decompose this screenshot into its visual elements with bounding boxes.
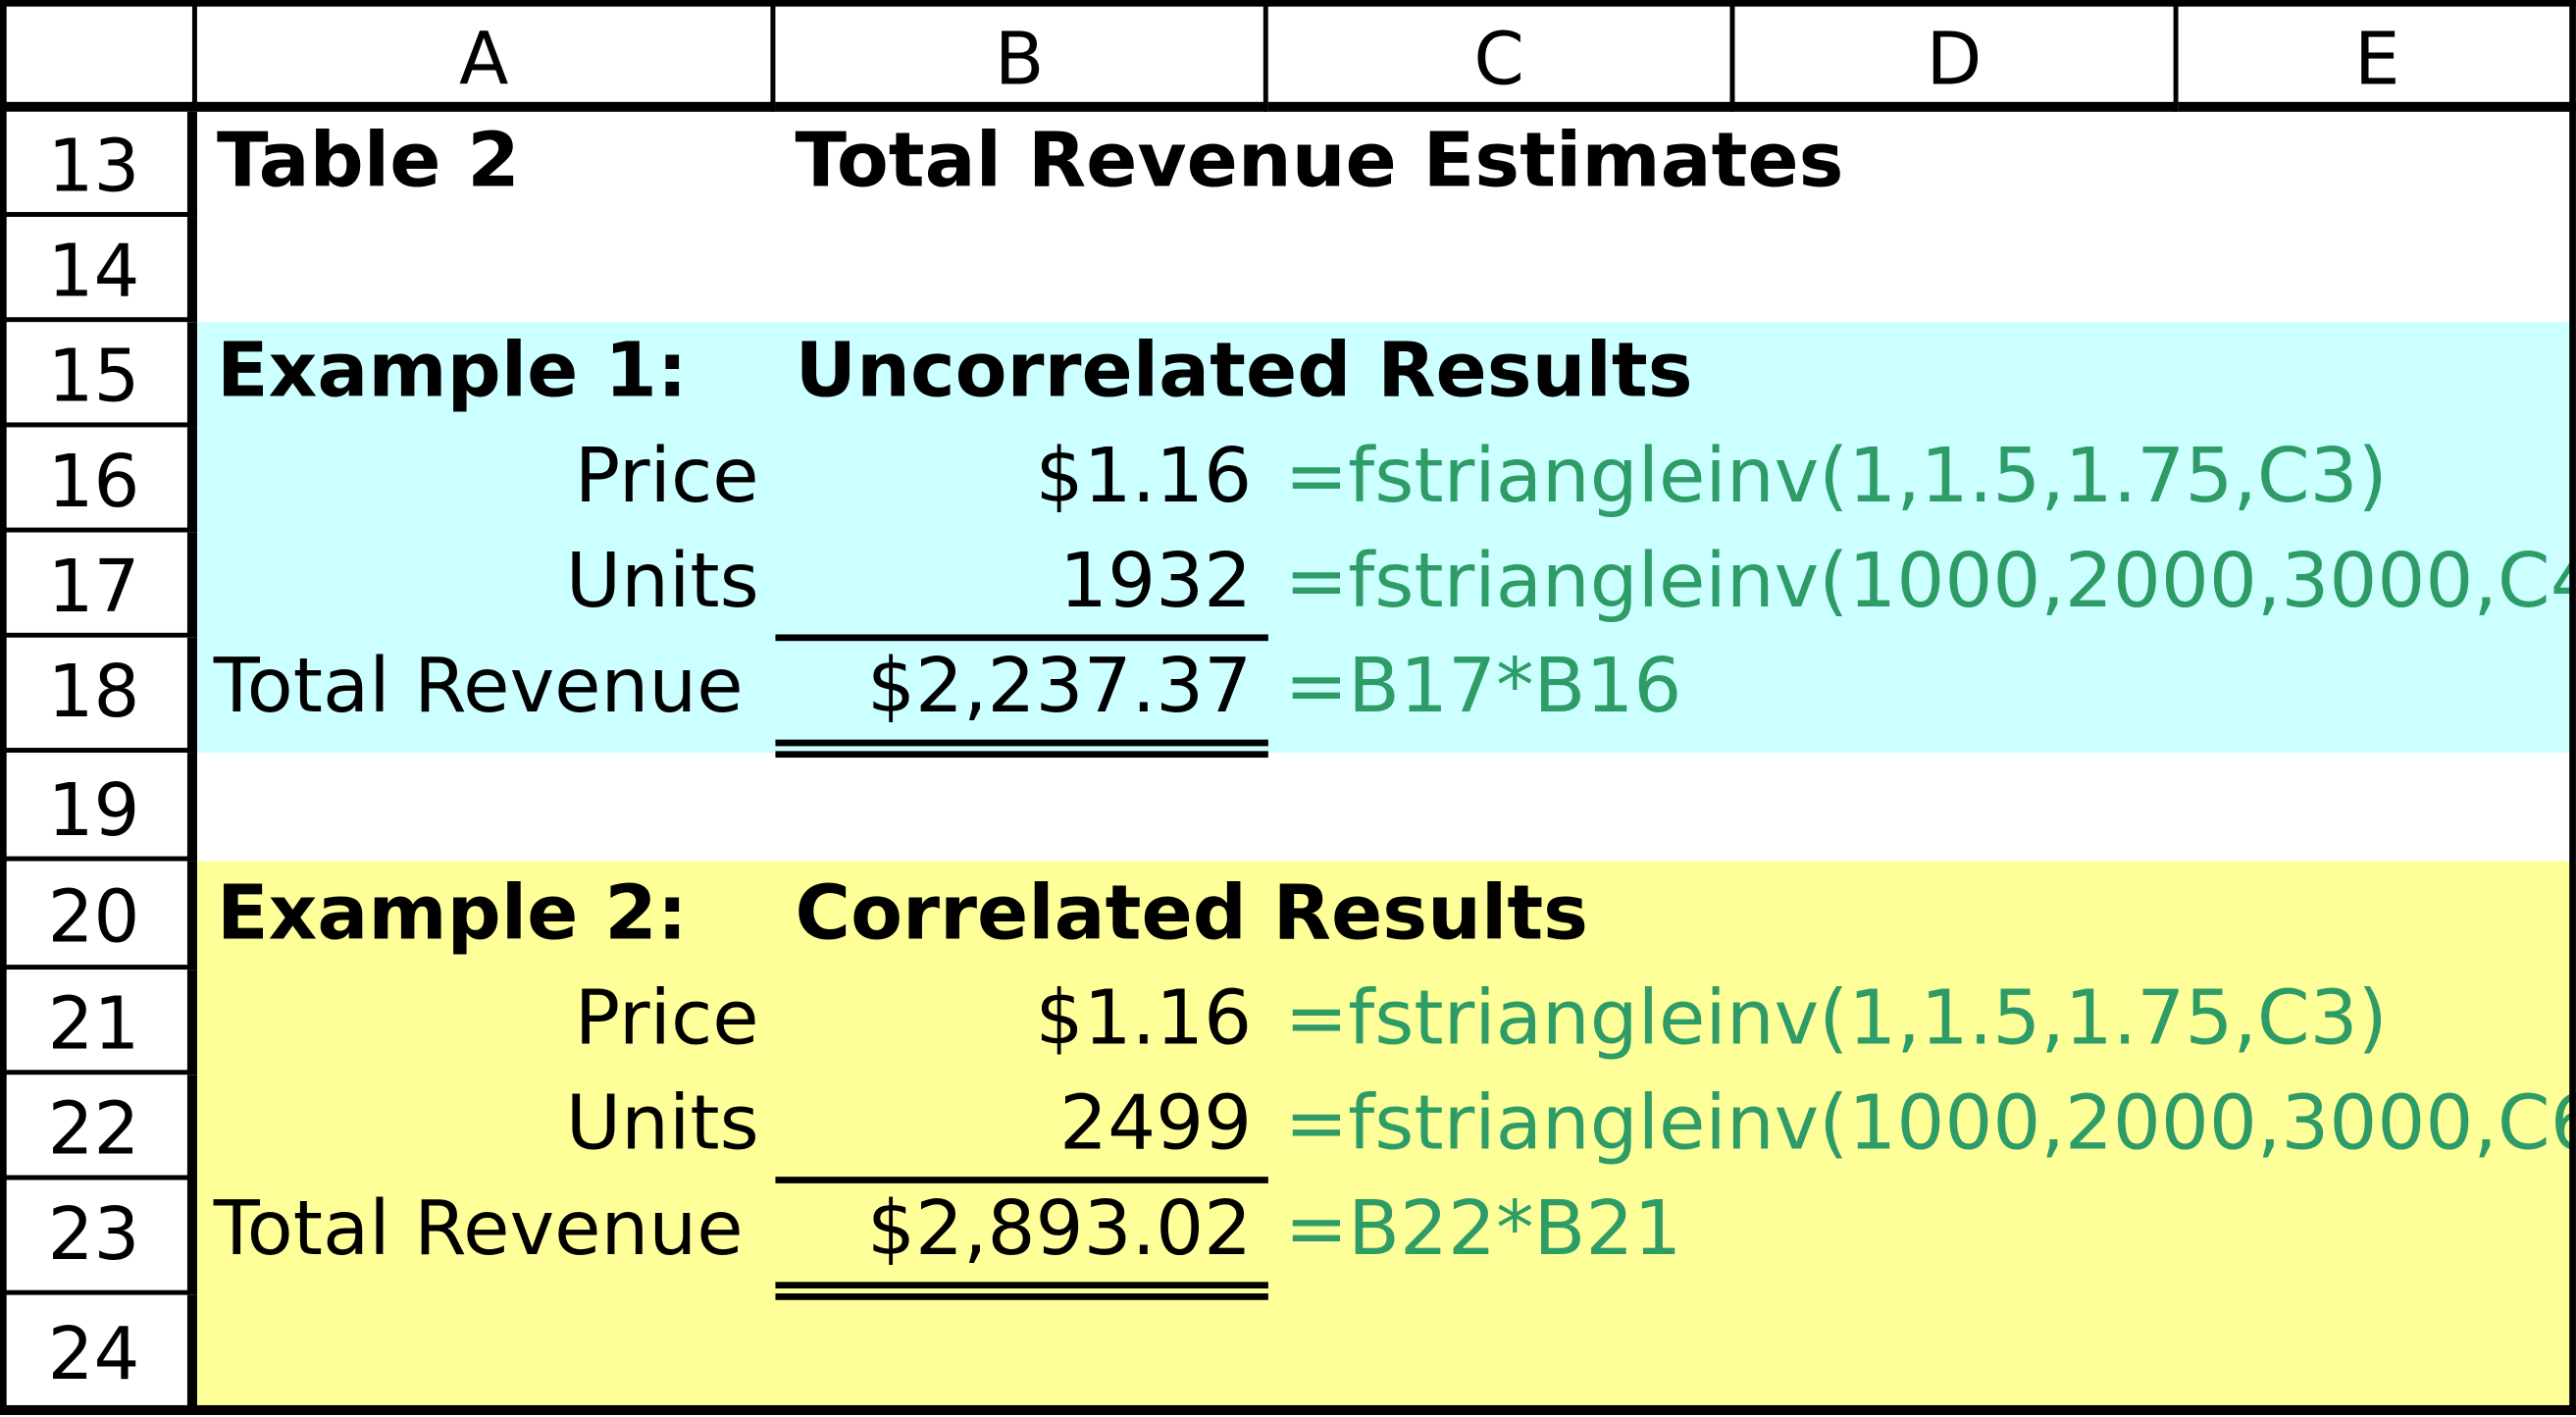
example2-units-label: Units xyxy=(565,1077,759,1168)
row-header-21[interactable]: 21 xyxy=(0,970,197,1076)
column-header-b[interactable]: B xyxy=(775,0,1268,112)
example2-label: Example 2: xyxy=(217,867,688,957)
row-header-17[interactable]: 17 xyxy=(0,532,197,638)
row-header-14[interactable]: 14 xyxy=(0,217,197,323)
row-header-13[interactable]: 13 xyxy=(0,111,197,218)
example1-total-double-underline xyxy=(775,739,1268,759)
example1-price-formula: =fstriangleinv(1,1.5,1.75,C3) xyxy=(1284,430,2388,520)
example2-total-value[interactable]: $2,893.02 xyxy=(867,1182,1253,1273)
example2-price-formula: =fstriangleinv(1,1.5,1.75,C3) xyxy=(1284,972,2388,1062)
example1-units-label: Units xyxy=(565,535,759,625)
row-header-15[interactable]: 15 xyxy=(0,322,197,428)
example1-label: Example 1: xyxy=(217,325,688,415)
example2-units-formula: =fstriangleinv(1000,2000,3000,C6) xyxy=(1284,1077,2576,1168)
example2-price-label: Price xyxy=(574,972,759,1062)
example2-units-value[interactable]: 2499 xyxy=(1059,1077,1253,1168)
example2-total-formula: =B22*B21 xyxy=(1284,1182,1682,1273)
row-header-19[interactable]: 19 xyxy=(0,753,197,862)
column-header-d[interactable]: D xyxy=(1734,0,2179,112)
column-header-e[interactable]: E xyxy=(2178,0,2576,112)
grid-frame-top xyxy=(0,0,2576,7)
example2-total-label: Total Revenue xyxy=(213,1182,744,1273)
table-label: Table 2 xyxy=(217,115,520,204)
select-all-corner[interactable] xyxy=(0,0,197,112)
example1-total-label: Total Revenue xyxy=(213,641,744,730)
example1-highlight xyxy=(196,322,2576,754)
row-header-16[interactable]: 16 xyxy=(0,427,197,533)
example1-heading: Uncorrelated Results xyxy=(795,325,1693,415)
example2-highlight xyxy=(196,861,2576,1416)
example1-price-value[interactable]: $1.16 xyxy=(1035,430,1253,520)
example2-heading: Correlated Results xyxy=(795,867,1589,957)
column-header-c[interactable]: C xyxy=(1267,0,1735,112)
column-header-a[interactable]: A xyxy=(196,0,776,112)
example1-sum-underline xyxy=(775,634,1268,642)
grid-frame-right xyxy=(2569,0,2576,1416)
example1-units-value[interactable]: 1932 xyxy=(1059,535,1253,625)
row-header-22[interactable]: 22 xyxy=(0,1075,197,1181)
row-header-24[interactable]: 24 xyxy=(0,1294,197,1416)
example2-price-value[interactable]: $1.16 xyxy=(1035,972,1253,1062)
grid-frame-left xyxy=(0,0,7,1416)
row-header-20[interactable]: 20 xyxy=(0,861,197,971)
table-heading: Total Revenue Estimates xyxy=(795,115,1844,204)
example1-total-formula: =B17*B16 xyxy=(1284,641,1682,730)
example2-sum-underline xyxy=(775,1177,1268,1183)
row-header-18[interactable]: 18 xyxy=(0,637,197,754)
example1-total-value[interactable]: $2,237.37 xyxy=(867,641,1253,730)
row-header-23[interactable]: 23 xyxy=(0,1180,197,1295)
example2-total-double-underline xyxy=(775,1282,1268,1300)
grid-frame-bottom xyxy=(0,1404,2576,1416)
example1-price-label: Price xyxy=(574,430,759,520)
example1-units-formula: =fstriangleinv(1000,2000,3000,C4) xyxy=(1284,535,2576,625)
